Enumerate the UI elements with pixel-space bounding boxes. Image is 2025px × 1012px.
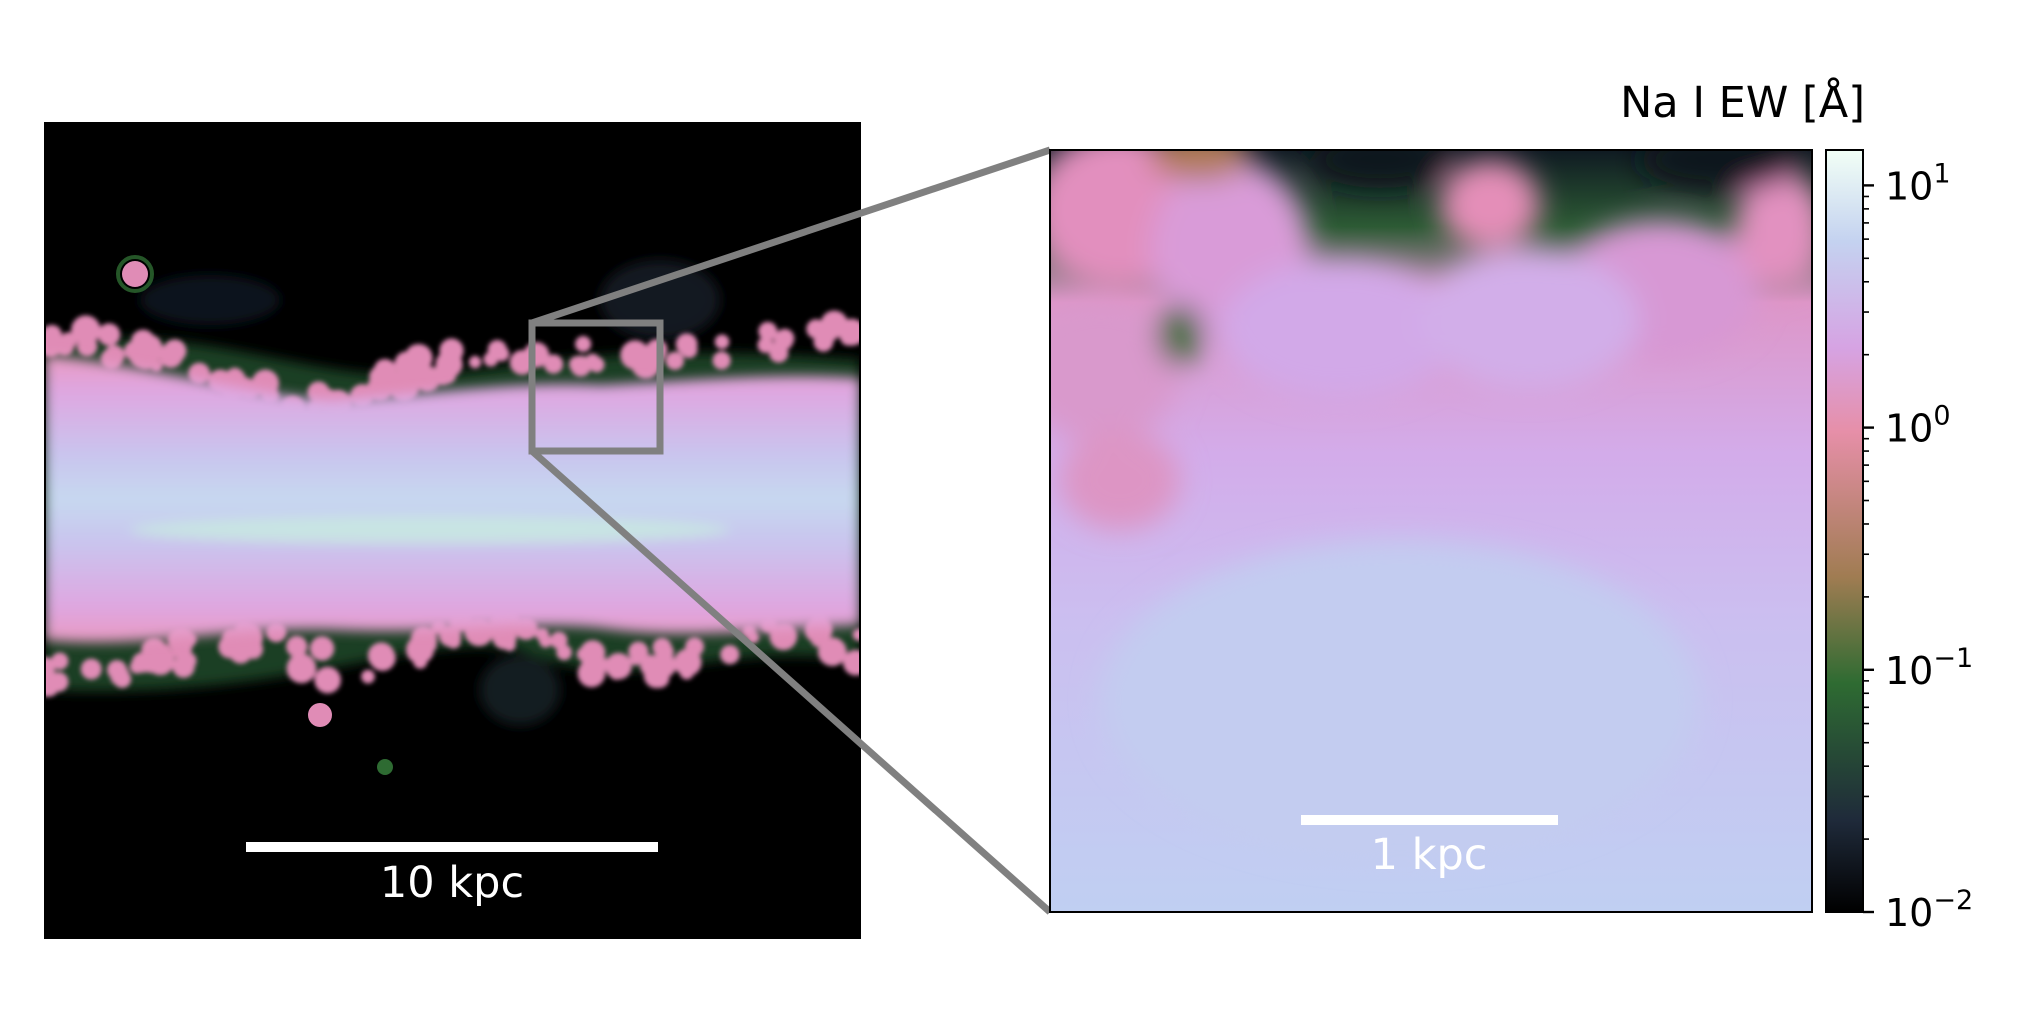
left-map-edge-clump — [712, 351, 731, 370]
left-map-edge-clump — [655, 642, 674, 661]
colorbar-tick-label: 101 — [1885, 158, 1951, 208]
left-map-edge-clump — [509, 350, 535, 375]
left-map-edge-clump — [539, 634, 553, 648]
right-map-structure — [1050, 150, 1812, 860]
left-map-panel: 10 kpc — [44, 122, 861, 939]
left-map-edge-clump — [373, 358, 397, 382]
left-map-edge-clump — [543, 354, 564, 374]
left-map-edge-clump — [157, 649, 175, 667]
colorbar-frame — [1825, 149, 1864, 913]
left-map-edge-clump — [714, 334, 730, 350]
left-map-edge-clump — [51, 652, 69, 670]
left-map-clump — [122, 261, 148, 287]
left-map-edge-clump — [775, 328, 795, 348]
left-map-edge-clump — [643, 662, 670, 689]
colorbar-title: Na I EW [Å] — [1620, 77, 1865, 128]
left-map-edge-clump — [852, 628, 860, 641]
left-map-edge-clump — [101, 325, 119, 342]
colorbar-ticks: 101 100 10−1 10−2 — [1863, 158, 1973, 935]
left-map-edge-clump — [556, 644, 572, 661]
colorbar-tick-label: 10−2 — [1885, 885, 1973, 935]
left-map-edge-clump — [468, 355, 482, 369]
left-map-edge-clump — [107, 347, 123, 362]
left-map-edge-clump — [76, 336, 98, 357]
left-map-edge-clump — [598, 658, 611, 671]
left-map-edge-clump — [413, 654, 428, 669]
left-map-edge-clump — [843, 649, 860, 676]
left-map-edge-clump — [414, 365, 441, 393]
left-map-edge-clump — [575, 336, 592, 353]
left-map-edge-clump — [163, 339, 187, 363]
left-map-clump — [308, 703, 332, 727]
left-map-edge-clump — [569, 356, 586, 373]
zoom-region-box — [528, 319, 664, 455]
left-map-edge-clump — [487, 340, 507, 360]
left-map-edge-clump — [605, 652, 632, 680]
colorbar-gradient — [1826, 150, 1863, 912]
left-map-edge-clump — [286, 635, 308, 658]
left-map-edge-clump — [758, 321, 778, 341]
left-map-frame — [44, 122, 861, 939]
zoom-connector-top — [530, 146, 1052, 327]
left-map-edge-clump — [369, 644, 396, 671]
left-map-edge-clump — [581, 657, 594, 670]
left-map-edge-clump — [113, 670, 132, 688]
left-map-edge-clump — [314, 666, 341, 694]
left-map-edge-clump — [307, 381, 330, 404]
right-scale-bar-label: 1 kpc — [1371, 830, 1488, 880]
left-map-edge-clump — [71, 315, 101, 345]
zoom-connector-bottom — [529, 448, 1053, 915]
colorbar-tick-label: 100 — [1885, 401, 1951, 451]
left-map-edge-clump — [629, 652, 643, 666]
right-map-panel: 1 kpc — [1049, 149, 1813, 913]
left-map-edge-clump — [825, 647, 843, 664]
left-map-edge-clump — [439, 338, 464, 363]
left-map-edge-clump — [132, 343, 160, 371]
left-map-edge-clump — [80, 658, 102, 680]
left-map-edge-clump — [665, 351, 685, 371]
left-map-edge-clump — [844, 324, 860, 339]
left-scale-bar-label: 10 kpc — [380, 858, 524, 908]
left-map-edge-clump — [720, 644, 740, 665]
left-map-edge-clump — [588, 356, 605, 373]
left-map-edge-clump — [418, 634, 437, 654]
left-map-edge-clump — [361, 669, 375, 684]
left-map-edge-clump — [446, 633, 461, 649]
left-map-edge-clump — [680, 341, 698, 359]
left-map-edge-clump — [550, 631, 568, 650]
left-map-edge-clump — [309, 636, 335, 661]
left-map-edge-clump — [819, 324, 838, 343]
left-map-edge-clump — [286, 653, 317, 684]
right-map-frame — [1049, 149, 1813, 913]
left-map-edge-clump — [45, 324, 62, 345]
left-map-edge-clump — [60, 332, 78, 350]
right-scale-bar — [1301, 815, 1558, 825]
colorbar-tick-label: 10−1 — [1885, 643, 1973, 693]
left-map-clump — [377, 759, 393, 775]
left-map-edge-clump — [140, 651, 162, 673]
left-map-edge-clump — [620, 340, 650, 370]
left-scale-bar — [246, 842, 658, 852]
left-map-edge-clump — [673, 648, 702, 677]
left-map-edge-clump — [394, 351, 420, 377]
left-map-edge-clump — [45, 673, 60, 697]
colorbar: Na I EW [Å] 101 100 10−1 10−2 — [1620, 77, 1973, 935]
left-map-edge-clump — [434, 359, 458, 383]
left-map-edge-clump — [769, 343, 789, 363]
left-map-disk — [45, 355, 860, 643]
